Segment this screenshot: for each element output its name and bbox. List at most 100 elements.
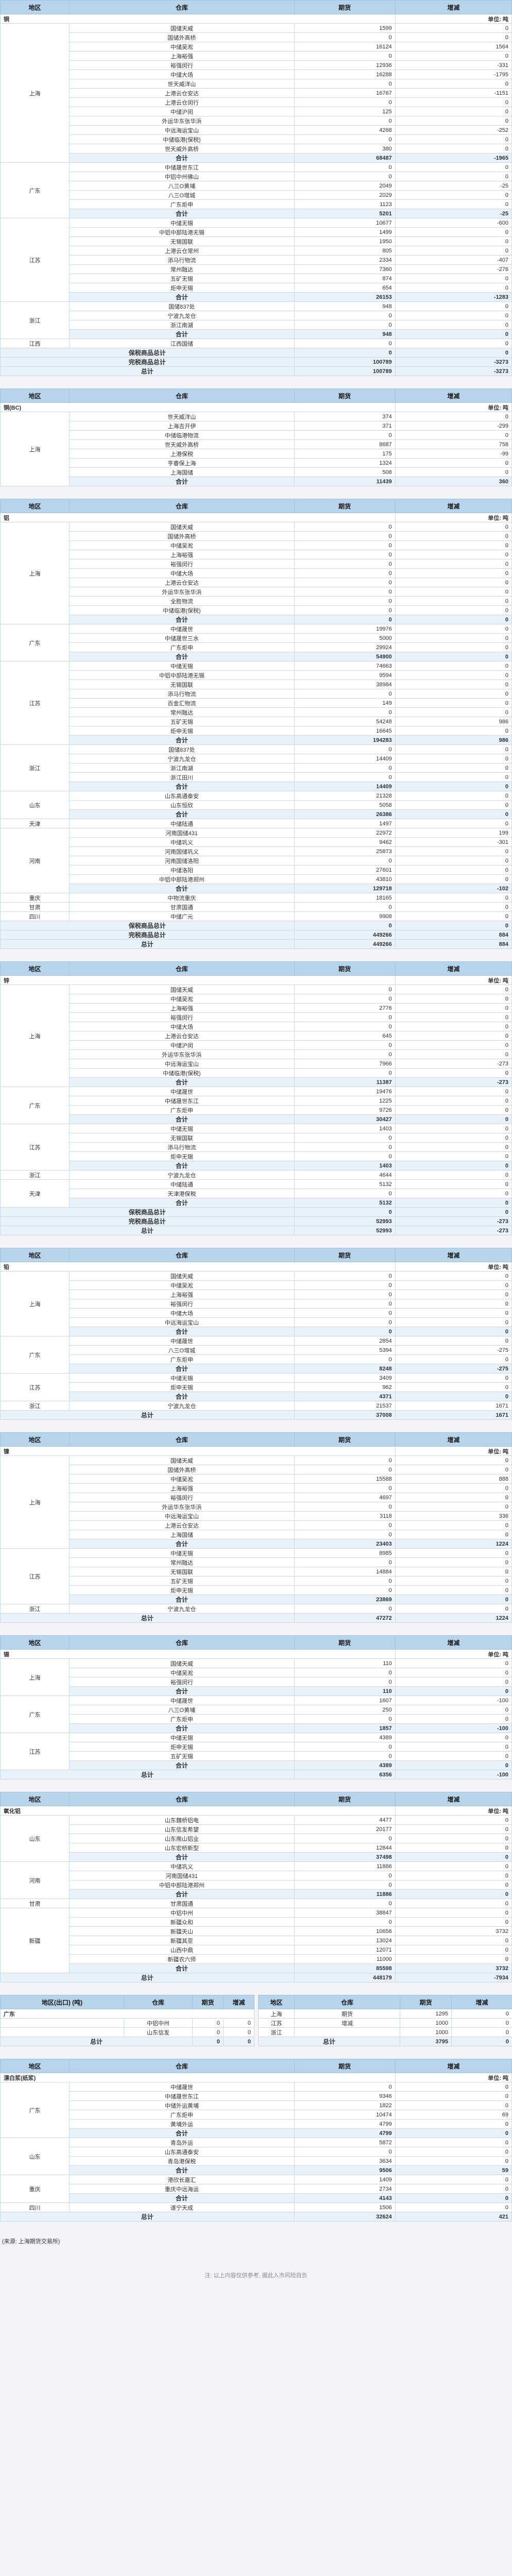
table-row: 中储大场 0 0 [1, 568, 512, 578]
column-header-futures: 期货 [400, 1995, 452, 2009]
table-row: 中远海运宝山 3118 336 [1, 1511, 512, 1521]
table-row: 上港保税 175 -99 [1, 449, 512, 459]
metal-title-row: 铅单位: 吨 [0, 1262, 512, 1272]
subtotal-label: 合计 [69, 1392, 295, 1401]
subtotal-label: 合计 [69, 1760, 295, 1770]
subtotal-change: 0 [395, 1114, 512, 1124]
table-row: 中储大场 0 0 [1, 1308, 512, 1318]
change-value: 0 [395, 763, 512, 773]
futures-value: 805 [294, 246, 396, 256]
futures-value: 5058 [294, 800, 396, 810]
warehouse-name: 中铝中州佛山 [69, 172, 295, 181]
subtotal-change: 0 [395, 1595, 512, 1604]
column-header-change: 增减 [395, 2059, 512, 2073]
grand-total-label: 总计 [0, 1410, 295, 1420]
change-value: 0 [395, 661, 512, 671]
change-value: 0 [395, 994, 512, 1004]
table-row: 山东 青岛外运 5872 0 [0, 2138, 512, 2175]
region-cell: 江苏 [0, 661, 70, 745]
subtotal-futures: 4389 [294, 1760, 396, 1770]
futures-value: 1403 [294, 1124, 396, 1133]
grand-total-label: 完税商品总计 [0, 1216, 295, 1226]
table-row: 中储晟世三水 5000 0 [1, 633, 512, 643]
change-value: 0 [395, 1170, 512, 1180]
warehouse-name: 炬申无锡 [69, 1585, 295, 1595]
column-header-region: 地区 [0, 2059, 70, 2073]
futures-value: 2854 [294, 1336, 396, 1346]
table-row: 浙江 宁波九龙仓 21537 1671 [0, 1401, 512, 1411]
table-row: 八三O增城 2029 0 [1, 190, 512, 200]
change-value: 0 [395, 550, 512, 560]
warehouse-name: 外运华东张华浜 [69, 116, 295, 126]
futures-value: 380 [294, 144, 396, 154]
subtotal-change: 0 [395, 1327, 512, 1336]
warehouse-table-铜: 地区 仓库 期货 增减铜单位: 吨上海 国储天威 1599 0 国储外高桥 0 0 中储吴淞 1612… [0, 0, 512, 376]
futures-value: 21537 [294, 1401, 396, 1411]
table-row: 广东 中储晟世 19476 0 [0, 1087, 512, 1124]
futures-value: 0 [294, 1133, 396, 1143]
change-value: 0 [395, 642, 512, 652]
region-cell: 江苏 [0, 218, 70, 302]
futures-value: 508 [294, 467, 396, 477]
futures-value: 0 [294, 1308, 396, 1318]
futures-value: 1409 [294, 2175, 396, 2184]
warehouse-table-镍: 地区 仓库 期货 增减镍单位: 吨上海 国储天威 0 0 国储外高桥 0 0 中储吴淞 15588 88… [0, 1432, 512, 1623]
warehouse-name: 中储无锡 [69, 1548, 295, 1558]
change-value: 1564 [395, 42, 512, 52]
warehouse-name: 中储晟世东江 [69, 1096, 295, 1106]
subtotal-change: 986 [395, 735, 512, 745]
subtotal-row: 合计 11439 360 [1, 477, 512, 486]
warehouse-name: 上港保税 [69, 449, 295, 459]
table-row: 八三O黄埔 2049 -25 [1, 181, 512, 191]
warehouse-name: 上港云仓常州 [69, 246, 295, 256]
subtotal-label: 合计 [69, 1161, 295, 1171]
subtotal-change: 0 [395, 652, 512, 662]
column-header-futures: 期货 [294, 1432, 396, 1447]
warehouse-table-铅: 地区 仓库 期货 增减铅单位: 吨上海 国储天威 0 0 中储吴淞 0 0 上海裕强 0 0 裕强闵行 0 0… [0, 1248, 512, 1420]
subtotal-label: 合计 [69, 782, 295, 791]
subtotal-row: 合计 1403 0 [1, 1161, 512, 1171]
change-value: -1795 [395, 70, 512, 79]
change-value: 0 [395, 1087, 512, 1096]
subtotal-row: 合计 37498 0 [1, 1852, 512, 1862]
subtotal-row: 合计 0 0 [1, 615, 512, 624]
table-row: 上港云仓安达 0 0 [1, 1520, 512, 1530]
table-header-row: 地区 仓库 期货 增减 [0, 2059, 512, 2073]
futures-value: 0 [294, 2147, 396, 2157]
table-header-row: 地区 仓库 期货 增减 [258, 1995, 512, 2009]
subtotal-futures: 11886 [294, 1889, 396, 1899]
table-row: 无锡国联 1950 0 [1, 236, 512, 246]
warehouse-name: 中铝中部陆港无锡 [69, 670, 295, 680]
futures-value: 74663 [294, 661, 396, 671]
warehouse-name: 中储临港(保税) [69, 605, 295, 615]
warehouse-name: 中储晟世 [69, 1696, 295, 1705]
grand-total-label: 总计 [258, 2037, 400, 2046]
warehouse-name: 黄埔外运 [69, 2119, 295, 2129]
table-row: 广东 中储晟世 0 0 [0, 2082, 512, 2138]
subtotal-change: 0 [395, 615, 512, 624]
futures-value: 0 [294, 772, 396, 782]
warehouse-name: 裕强闵行 [69, 559, 295, 569]
warehouse-name: 中储大场 [69, 568, 295, 578]
column-header-warehouse: 仓库 [69, 1248, 295, 1262]
column-header-change: 增减 [395, 961, 512, 976]
warehouse-name [294, 2027, 400, 2037]
column-header-region: 地区 [0, 1635, 70, 1650]
subtotal-label: 合计 [69, 1364, 295, 1374]
metal-title-row: 锌单位: 吨 [0, 975, 512, 985]
futures-value: 16288 [294, 70, 396, 79]
futures-value: 0 [294, 134, 396, 144]
futures-value: 27601 [294, 865, 396, 875]
warehouse-name: 添马行物流 [69, 689, 295, 699]
warehouse-name: 中储吴淞 [69, 994, 295, 1004]
change-value: 0 [395, 116, 512, 126]
column-header-warehouse: 仓库 [69, 499, 295, 513]
column-header-warehouse: 仓库 [69, 961, 295, 976]
table-row: 青岛港保税 3634 0 [1, 2156, 512, 2166]
subtotal-row: 合计 23403 1224 [1, 1539, 512, 1549]
change-value: 0 [395, 1880, 512, 1890]
table-row: 山东高通泰安 0 0 [1, 2147, 512, 2157]
change-value: 0 [395, 430, 512, 440]
table-row: 浙江田川 0 0 [1, 772, 512, 782]
region-cell: 四川 [0, 911, 70, 921]
